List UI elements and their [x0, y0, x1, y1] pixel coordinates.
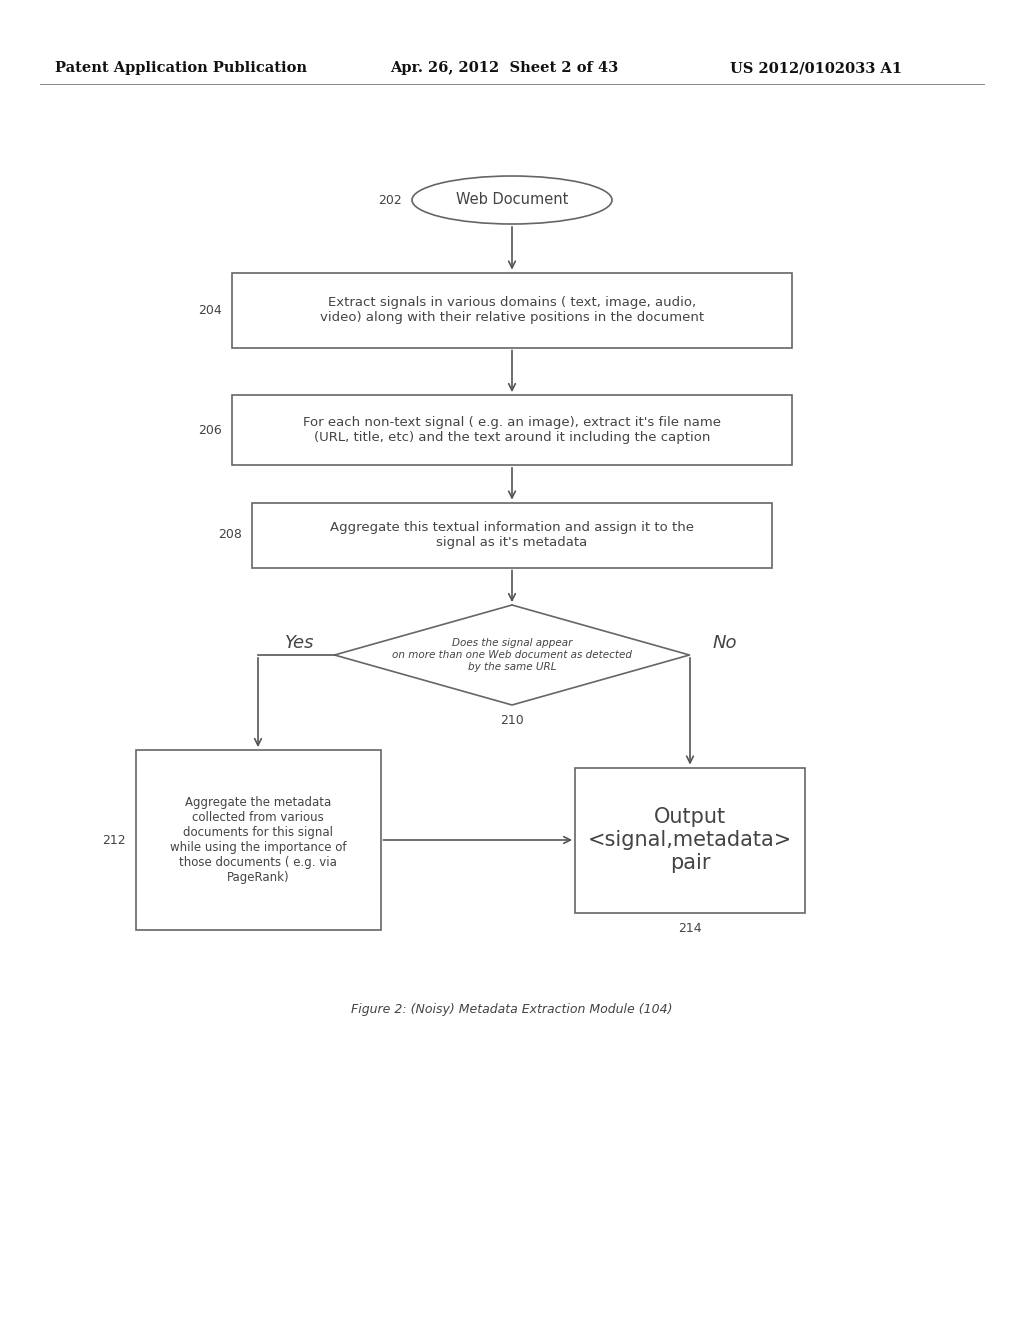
- Text: Web Document: Web Document: [456, 193, 568, 207]
- Text: Yes: Yes: [285, 634, 314, 652]
- Text: Patent Application Publication: Patent Application Publication: [55, 61, 307, 75]
- Text: Aggregate this textual information and assign it to the
signal as it's metadata: Aggregate this textual information and a…: [330, 521, 694, 549]
- Text: 214: 214: [678, 921, 701, 935]
- FancyBboxPatch shape: [232, 395, 792, 465]
- Text: No: No: [713, 634, 736, 652]
- Text: Figure 2: (Noisy) Metadata Extraction Module (104): Figure 2: (Noisy) Metadata Extraction Mo…: [351, 1003, 673, 1016]
- FancyBboxPatch shape: [232, 272, 792, 347]
- Text: 208: 208: [218, 528, 242, 541]
- Text: Aggregate the metadata
collected from various
documents for this signal
while us: Aggregate the metadata collected from va…: [170, 796, 346, 884]
- FancyBboxPatch shape: [252, 503, 772, 568]
- Text: 206: 206: [199, 424, 222, 437]
- Text: For each non-text signal ( e.g. an image), extract it's file name
(URL, title, e: For each non-text signal ( e.g. an image…: [303, 416, 721, 444]
- FancyBboxPatch shape: [135, 750, 381, 931]
- FancyBboxPatch shape: [575, 767, 805, 912]
- Text: 204: 204: [199, 304, 222, 317]
- Ellipse shape: [412, 176, 612, 224]
- Polygon shape: [335, 605, 689, 705]
- Text: Output
<signal,metadata>
pair: Output <signal,metadata> pair: [588, 807, 793, 874]
- Text: 202: 202: [378, 194, 402, 206]
- Text: Extract signals in various domains ( text, image, audio,
video) along with their: Extract signals in various domains ( tex…: [319, 296, 705, 323]
- Text: 212: 212: [101, 833, 126, 846]
- Text: Does the signal appear
on more than one Web document as detected
by the same URL: Does the signal appear on more than one …: [392, 639, 632, 672]
- Text: US 2012/0102033 A1: US 2012/0102033 A1: [730, 61, 902, 75]
- Text: Apr. 26, 2012  Sheet 2 of 43: Apr. 26, 2012 Sheet 2 of 43: [390, 61, 618, 75]
- Text: 210: 210: [500, 714, 524, 727]
